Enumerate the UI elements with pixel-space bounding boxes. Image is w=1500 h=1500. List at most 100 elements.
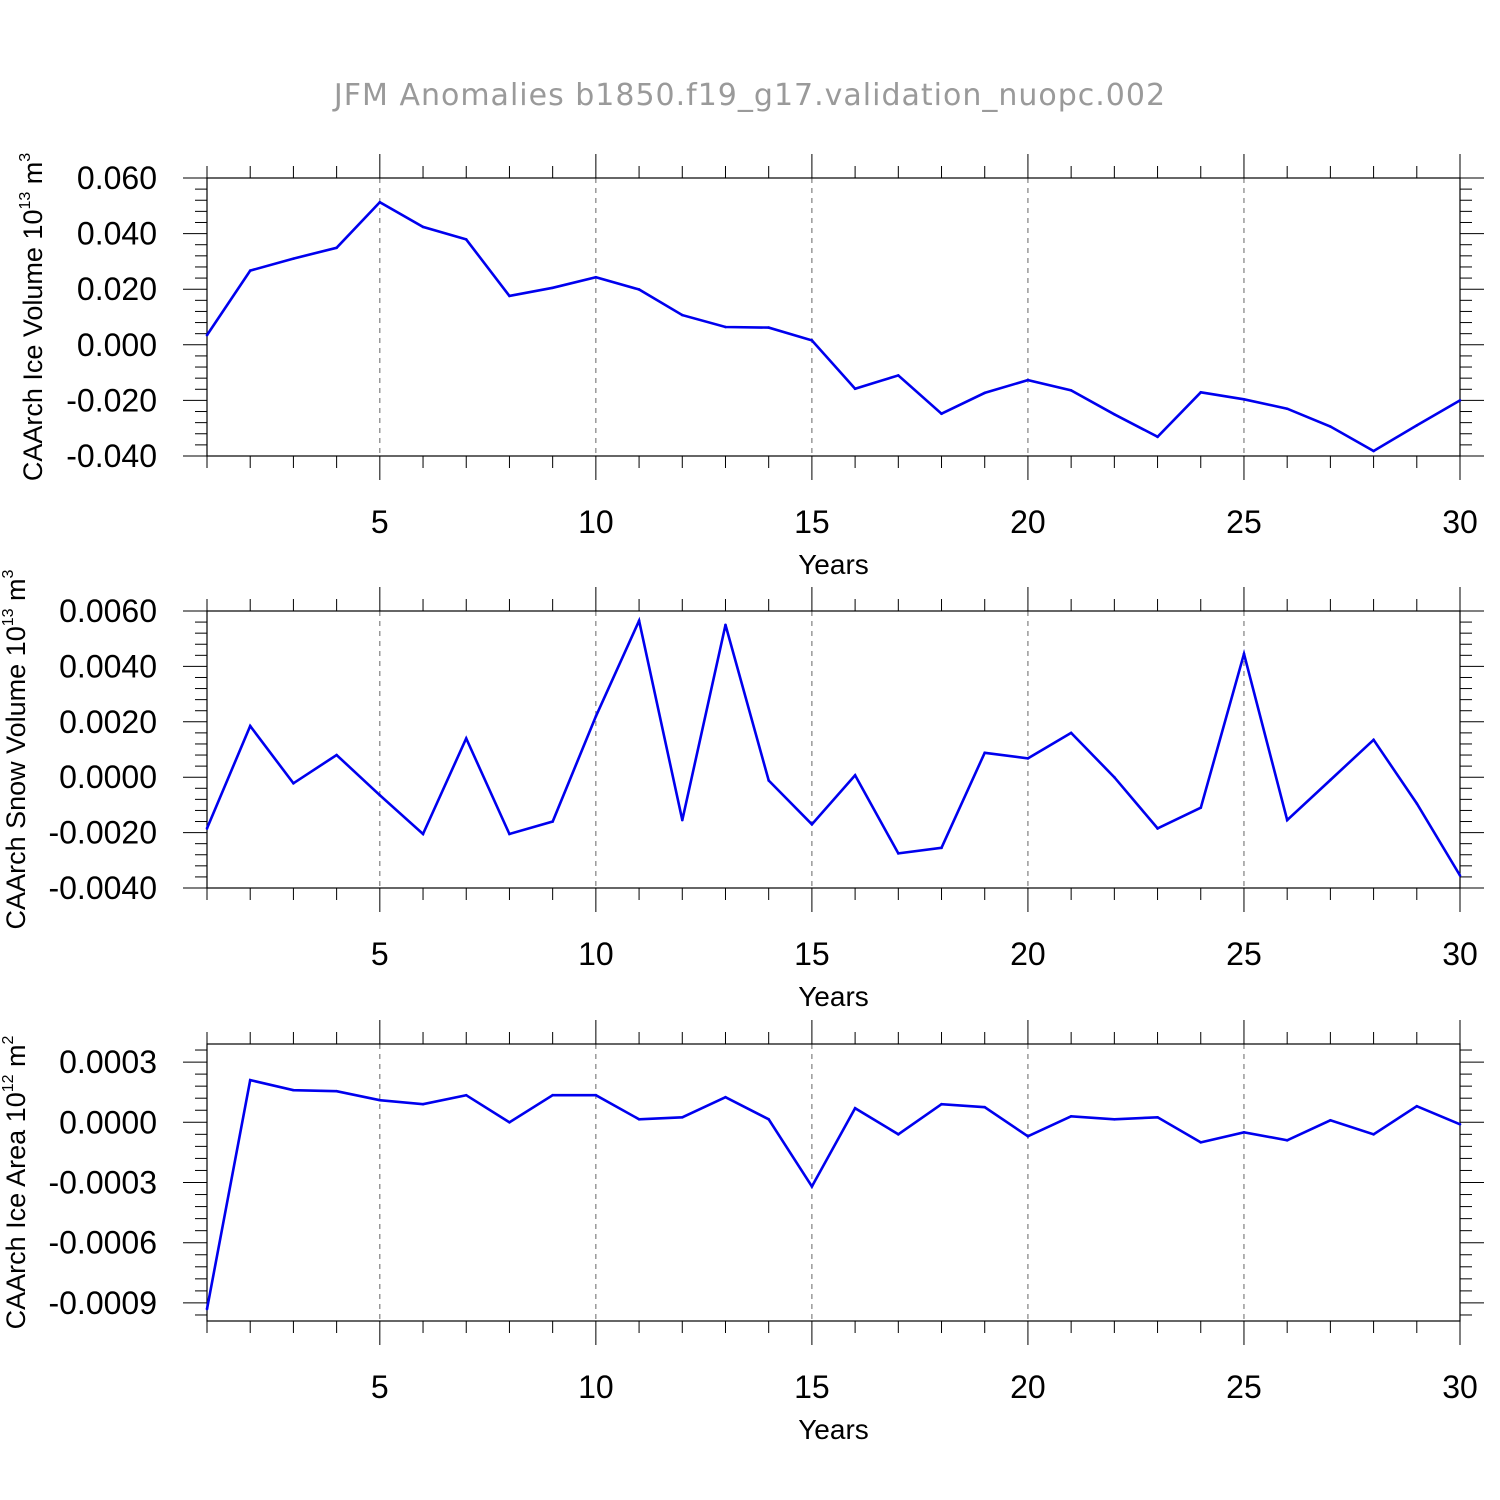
panels: 5 10 15 20 25 30 0.060 0.040 0.020 0.000 -0.020 -0.… (0, 153, 1484, 1445)
data-point (508, 1120, 511, 1124)
data-point (1329, 778, 1332, 782)
data-point (853, 1106, 857, 1110)
data-point (767, 1117, 770, 1121)
data-point (248, 269, 252, 272)
y-tick-label: -0.020 (66, 382, 157, 418)
data-point (1458, 874, 1462, 877)
data-point (1285, 1139, 1289, 1142)
data-point (335, 1089, 338, 1093)
x-tick-label: 30 (1442, 1369, 1478, 1405)
data-point (853, 773, 857, 777)
data-point (810, 1185, 814, 1188)
y-tick-label: 0.0000 (59, 759, 157, 795)
data-point (724, 623, 727, 627)
series-line (205, 200, 1461, 453)
data-point (292, 1088, 295, 1092)
data-point (1156, 827, 1159, 830)
panel-3: 5 10 15 20 25 30 0.0003 0.0000 -0.0003 -0.0006 -0.… (0, 1020, 1484, 1445)
series-line (205, 1078, 1461, 1310)
x-tick-label: 25 (1226, 936, 1262, 972)
data-point (983, 391, 987, 395)
x-tick-label: 10 (578, 1369, 614, 1405)
y-tick-label: -0.0006 (48, 1225, 157, 1261)
data-point (1329, 425, 1332, 428)
data-point (1458, 399, 1462, 402)
y-tick-label: 0.040 (77, 216, 157, 252)
data-point (1113, 775, 1116, 779)
y-tick-label: 0.0060 (59, 593, 157, 629)
data-point (940, 1102, 943, 1106)
y-tick-label: -0.0003 (48, 1165, 157, 1201)
data-point (637, 619, 641, 622)
plot-frame (206, 177, 1461, 457)
data-point (1415, 424, 1419, 427)
data-point (897, 852, 900, 855)
data-point (810, 339, 814, 342)
data-point (464, 238, 468, 241)
data-point (1026, 757, 1030, 760)
y-tick-label: 0.060 (77, 160, 157, 196)
data-point (1415, 1104, 1419, 1108)
data-point (1372, 449, 1375, 453)
data-point (205, 333, 209, 337)
data-point (421, 1102, 425, 1106)
data-point (1372, 1133, 1375, 1136)
data-point (378, 1098, 382, 1102)
data-point (940, 412, 943, 416)
data-point (1026, 1135, 1030, 1138)
x-tick-label: 25 (1226, 1369, 1262, 1405)
data-point (248, 1078, 252, 1082)
data-point (1372, 738, 1375, 742)
data-point (983, 751, 987, 755)
x-tick-label: 15 (794, 936, 830, 972)
data-point (1069, 1114, 1073, 1118)
data-point (292, 257, 295, 260)
y-tick-label: 0.020 (77, 271, 157, 307)
y-tick-label: -0.0009 (48, 1285, 157, 1321)
data-point (551, 1093, 554, 1097)
data-point (1458, 1122, 1462, 1126)
data-point (464, 737, 468, 740)
data-point (680, 313, 684, 317)
plot-frame (206, 610, 1461, 889)
data-point (594, 275, 598, 279)
x-axis-label: Years (798, 1414, 869, 1445)
y-axis-label: CAArch Ice Area 1012 m2 (0, 1035, 31, 1329)
data-point (1285, 818, 1289, 822)
data-point (335, 753, 338, 757)
data-point (551, 820, 554, 823)
data-point (594, 1093, 598, 1097)
data-point (1242, 397, 1246, 401)
data-point (551, 286, 554, 290)
x-axis-label: Years (798, 549, 869, 580)
data-point (205, 827, 209, 830)
data-point (853, 387, 857, 391)
x-tick-label: 10 (578, 504, 614, 540)
y-axis-label: CAArch Ice Volume 1013 m3 (17, 153, 48, 481)
data-point (680, 1115, 684, 1119)
data-point (1113, 1117, 1116, 1121)
x-tick-label: 5 (371, 504, 389, 540)
plot-frame (206, 1043, 1461, 1322)
x-tick-label: 15 (794, 504, 830, 540)
x-tick-label: 20 (1010, 504, 1046, 540)
data-point (508, 832, 511, 836)
data-point (1199, 391, 1203, 394)
data-point (810, 822, 814, 826)
data-point (205, 1307, 209, 1311)
x-tick-label: 25 (1226, 504, 1262, 540)
data-point (464, 1093, 468, 1097)
y-tick-label: 0.0040 (59, 648, 157, 684)
data-point (940, 846, 943, 850)
data-point (594, 714, 598, 718)
x-tick-label: 20 (1010, 936, 1046, 972)
data-point (724, 325, 727, 329)
data-point (1156, 1115, 1159, 1119)
data-point (637, 1117, 641, 1121)
data-point (1415, 802, 1419, 805)
data-point (897, 1133, 900, 1136)
data-point (1285, 407, 1289, 411)
series-line (205, 616, 1462, 877)
data-point (1199, 806, 1203, 809)
